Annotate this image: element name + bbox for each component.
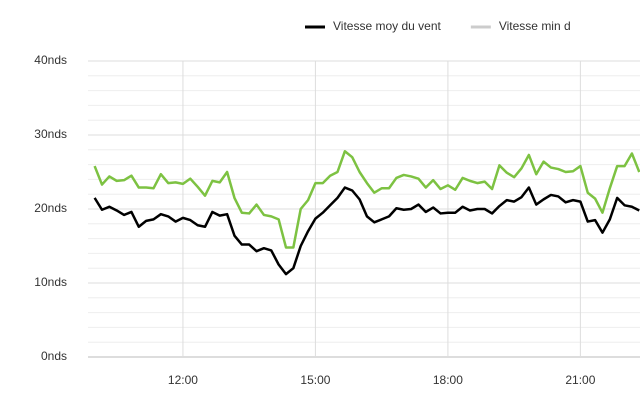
y-tick-label: 0nds — [41, 349, 67, 363]
y-tick-label: 40nds — [34, 53, 67, 67]
y-tick-label: 30nds — [34, 127, 67, 141]
legend-label: Vitesse moy du vent — [333, 19, 442, 33]
x-tick-label: 15:00 — [300, 373, 330, 387]
line-series — [93, 150, 640, 249]
legend-label: Vitesse min d — [499, 19, 571, 33]
y-tick-label: 20nds — [34, 201, 67, 215]
line-series — [93, 186, 640, 276]
y-tick-label: 10nds — [34, 275, 67, 289]
x-tick-label: 21:00 — [565, 373, 595, 387]
x-tick-label: 12:00 — [168, 373, 198, 387]
x-tick-label: 18:00 — [433, 373, 463, 387]
